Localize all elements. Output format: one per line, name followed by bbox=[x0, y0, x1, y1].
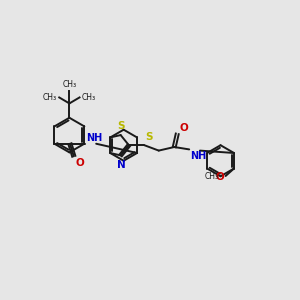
Text: CH₃: CH₃ bbox=[205, 172, 219, 181]
Text: O: O bbox=[216, 172, 224, 182]
Text: O: O bbox=[76, 158, 84, 168]
Text: N: N bbox=[117, 160, 126, 170]
Text: CH₃: CH₃ bbox=[43, 93, 57, 102]
Text: S: S bbox=[145, 132, 152, 142]
Text: CH₃: CH₃ bbox=[82, 93, 96, 102]
Text: CH₃: CH₃ bbox=[62, 80, 76, 89]
Text: O: O bbox=[179, 123, 188, 133]
Text: NH: NH bbox=[190, 151, 206, 160]
Text: S: S bbox=[117, 121, 124, 131]
Text: NH: NH bbox=[86, 133, 102, 142]
